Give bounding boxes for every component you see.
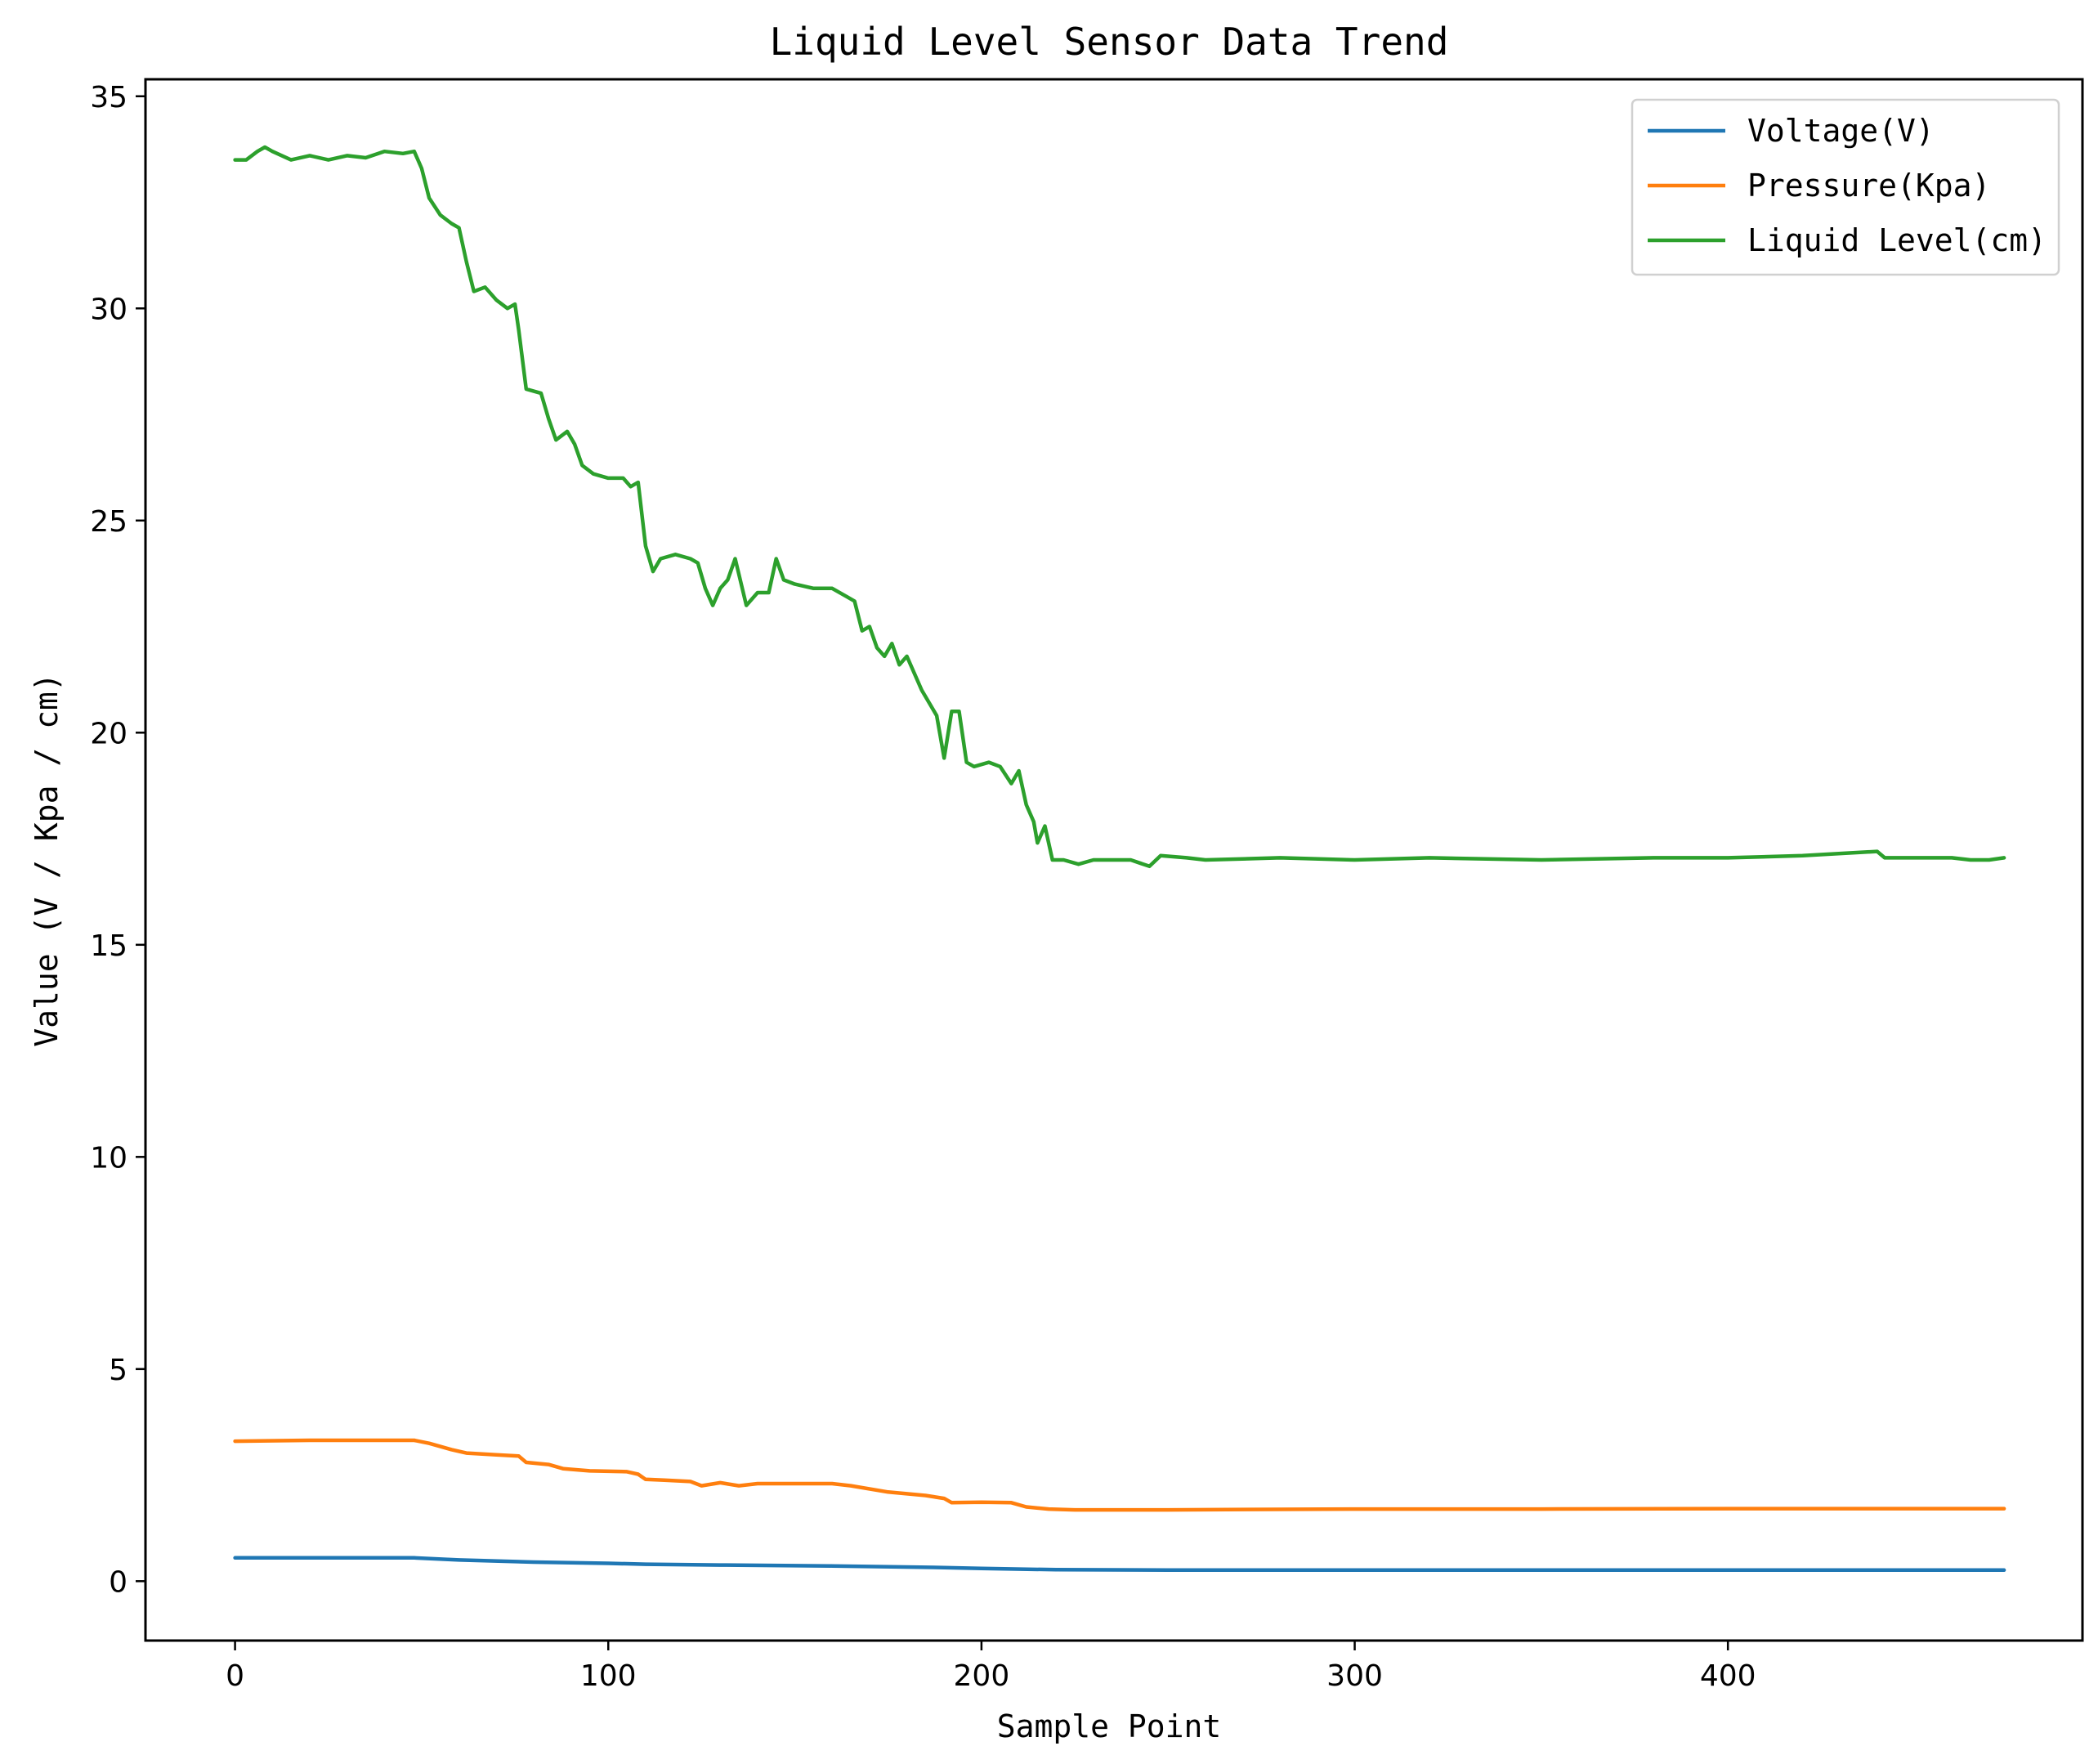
y-axis: 0 5 10 15 20 25 30 35	[90, 81, 145, 1599]
y-tick-label: 20	[90, 717, 127, 750]
y-tick-label: 35	[90, 81, 127, 114]
x-tick-label: 100	[580, 1659, 637, 1693]
plot-area	[144, 78, 2084, 1642]
x-axis-label: Sample Point	[997, 1708, 1222, 1744]
legend-label: Liquid Level(cm)	[1747, 222, 2047, 258]
y-tick-label: 30	[90, 293, 127, 326]
y-tick-label: 10	[90, 1141, 127, 1175]
y-tick-label: 25	[90, 505, 127, 539]
legend-entry-voltage: Voltage(V)	[1648, 113, 1935, 149]
y-tick-label: 0	[109, 1565, 127, 1599]
x-axis: 0 100 200 300 400	[226, 1641, 1756, 1693]
x-tick-label: 0	[226, 1659, 244, 1693]
series-layer	[233, 145, 2006, 1573]
legend-entry-pressure: Pressure(Kpa)	[1648, 168, 1990, 204]
legend: Voltage(V) Pressure(Kpa) Liquid Level(cm)	[1631, 98, 2060, 276]
y-tick-label: 5	[109, 1354, 127, 1387]
liquid-level-line	[233, 145, 2006, 869]
y-axis-label: Value (V / Kpa / cm)	[29, 673, 65, 1047]
plot-frame	[144, 78, 2084, 1642]
legend-box	[1631, 98, 2060, 276]
x-tick-label: 300	[1326, 1659, 1383, 1693]
x-tick-label: 200	[954, 1659, 1010, 1693]
legend-label: Voltage(V)	[1747, 113, 1935, 149]
voltage-line	[233, 1556, 2006, 1573]
y-tick-label: 15	[90, 929, 127, 963]
pressure-line	[233, 1438, 2006, 1512]
legend-label: Pressure(Kpa)	[1747, 168, 1990, 204]
x-tick-label: 400	[1700, 1659, 1756, 1693]
chart-title: Liquid Level Sensor Data Trend	[770, 20, 1449, 64]
legend-entry-liquid-level: Liquid Level(cm)	[1648, 222, 2047, 258]
